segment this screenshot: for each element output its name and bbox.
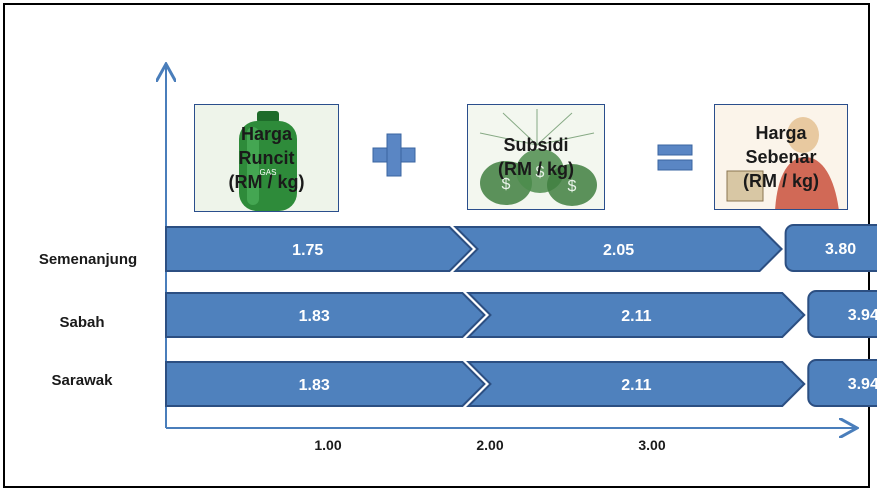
bar-harga-runcit-sabah (165, 292, 486, 338)
header-card-harga-sebenar: Harga Sebenar (RM / kg) (714, 104, 848, 210)
x-tick-label: 2.00 (476, 437, 503, 453)
money-bags-icon: $ $ $ (468, 105, 604, 209)
bar-subsidi-semenanjung (453, 226, 784, 272)
shopper-illustration-icon (715, 105, 847, 209)
gas-cylinder-icon: GAS (195, 105, 338, 211)
data-label-subsidi: 2.05 (603, 242, 634, 259)
data-label-runcit: 1.75 (292, 242, 323, 259)
header-card-harga-runcit: GAS Harga Runcit (RM / kg) (194, 104, 339, 212)
data-label-runcit: 1.83 (299, 308, 330, 325)
data-label-runcit: 1.83 (299, 377, 330, 394)
header-label-harga-runcit: Harga Runcit (RM / kg) (228, 124, 305, 192)
svg-text:$: $ (502, 176, 511, 193)
svg-text:$: $ (536, 164, 545, 181)
bar-harga-sebenar-semenanjung (784, 224, 877, 272)
plus-icon (372, 133, 416, 177)
data-label-subsidi: 2.11 (621, 377, 651, 394)
equals-icon (657, 144, 693, 171)
header-card-subsidi: $ $ $ Subsidi (RM / kg) (467, 104, 605, 210)
data-label-sebenar: 3.94 (848, 376, 877, 393)
svg-text:$: $ (568, 178, 577, 195)
bar-harga-runcit-semenanjung (165, 226, 473, 272)
category-label-semenanjung: Semenanjung (39, 251, 137, 268)
bar-harga-sebenar-sabah (807, 290, 877, 338)
data-label-sebenar: 3.80 (825, 241, 856, 258)
category-label-sabah: Sabah (59, 314, 104, 331)
category-label-sarawak: Sarawak (52, 372, 114, 389)
x-tick-label: 3.00 (638, 437, 665, 453)
header-label-subsidi: Subsidi (RM / kg) (498, 135, 574, 179)
header-label-harga-sebenar: Harga Sebenar (RM / kg) (743, 123, 819, 191)
x-tick-label: 1.00 (314, 437, 341, 453)
bar-harga-runcit-sarawak (165, 361, 486, 407)
bar-subsidi-sabah (466, 292, 806, 338)
bar-harga-sebenar-sarawak (807, 359, 877, 407)
svg-text:GAS: GAS (260, 168, 277, 177)
bar-subsidi-sarawak (466, 361, 806, 407)
data-label-sebenar: 3.94 (848, 307, 877, 324)
data-label-subsidi: 2.11 (621, 308, 651, 325)
